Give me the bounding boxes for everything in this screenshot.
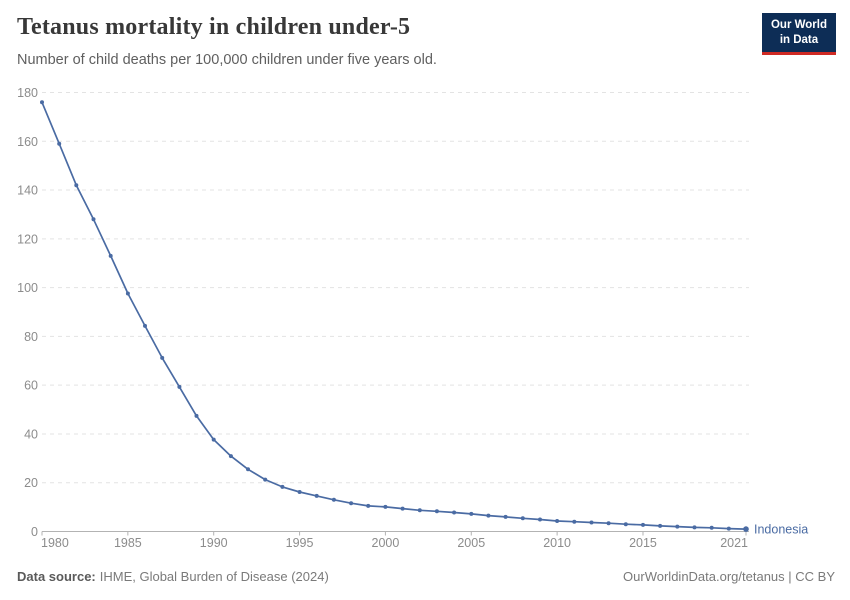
chart-subtitle: Number of child deaths per 100,000 child… [17,52,437,68]
page-title: Tetanus mortality in children under-5 [17,14,411,40]
x-tick-label-1990: 1990 [200,536,228,550]
data-source-value: IHME, Global Burden of Disease (2024) [99,569,329,584]
owid-logo-line1: Our World [770,19,827,31]
data-point-1981[interactable] [57,141,62,146]
data-point-1994[interactable] [280,484,285,489]
entity-label-indonesia[interactable]: Indonesia [754,523,808,537]
y-tick-label-160: 160 [17,135,38,149]
data-point-2015[interactable] [641,522,645,527]
data-point-1985[interactable] [125,291,130,296]
data-point-1992[interactable] [246,467,250,472]
data-point-2011[interactable] [572,519,577,524]
x-tick-label-1995: 1995 [286,536,314,550]
data-point-2001[interactable] [400,506,405,511]
x-tick-label-2021: 2021 [720,536,748,550]
series-line-indonesia[interactable] [41,101,747,530]
data-point-2016[interactable] [658,523,663,528]
line-chart-canvas[interactable]: 0 20 40 60 80 100 120 140 160 180 1980 1985 1990 1995… [0,80,850,560]
credit-link[interactable]: OurWorldinData.org/tetanus | CC BY [623,569,835,584]
y-tick-label-60: 60 [24,379,38,393]
x-tick-label-2010: 2010 [543,536,571,550]
data-point-2009[interactable] [538,517,542,522]
data-point-2006[interactable] [486,513,491,518]
y-tick-label-180: 180 [17,86,38,100]
data-point-1991[interactable] [228,454,233,459]
data-point-2021[interactable] [743,526,749,532]
y-tick-label-100: 100 [17,281,38,295]
data-point-2020[interactable] [726,526,731,531]
y-tick-label-80: 80 [24,330,38,344]
data-point-1995[interactable] [297,490,302,494]
data-point-1998[interactable] [349,501,354,506]
data-point-1983[interactable] [91,217,96,222]
data-point-2004[interactable] [452,510,457,515]
data-point-2019[interactable] [709,525,714,530]
data-point-2008[interactable] [520,516,525,521]
y-tick-label-40: 40 [24,427,38,441]
data-point-1997[interactable] [331,497,336,502]
data-point-2013[interactable] [606,521,611,526]
owid-logo-line2: in Data [779,33,819,46]
data-source-label: Data source: [17,569,96,584]
data-point-1989[interactable] [194,413,199,418]
data-point-2014[interactable] [623,522,628,527]
data-point-2005[interactable] [469,511,474,516]
data-point-1988[interactable] [177,384,182,389]
y-tick-label-20: 20 [24,476,38,490]
x-tick-label-2000: 2000 [372,536,400,550]
data-point-2002[interactable] [417,508,422,513]
owid-logo[interactable]: Our World in Data [761,13,836,55]
data-point-2012[interactable] [589,520,594,525]
data-point-2003[interactable] [434,509,439,514]
x-tick-label-2005: 2005 [457,536,485,550]
data-point-1987[interactable] [160,355,165,360]
data-point-1986[interactable] [143,323,147,328]
data-point-2017[interactable] [675,524,680,529]
y-tick-label-0: 0 [31,525,38,539]
data-point-2000[interactable] [383,504,388,509]
x-tick-label-1980: 1980 [41,536,69,550]
data-source-note: Data source: IHME, Global Burden of Disea… [17,569,329,584]
data-point-1993[interactable] [263,477,268,482]
x-tick-label-1985: 1985 [114,536,142,550]
data-point-1996[interactable] [314,493,319,498]
y-tick-label-140: 140 [17,184,38,198]
data-point-1980[interactable] [40,100,44,105]
data-point-1999[interactable] [366,503,371,508]
y-tick-label-120: 120 [17,232,38,246]
data-point-2018[interactable] [692,525,697,530]
data-point-2007[interactable] [503,514,508,519]
data-point-1984[interactable] [108,253,113,258]
x-tick-label-2015: 2015 [629,536,657,550]
data-point-1990[interactable] [211,437,216,442]
data-point-2010[interactable] [555,519,560,523]
data-point-1982[interactable] [74,183,79,188]
